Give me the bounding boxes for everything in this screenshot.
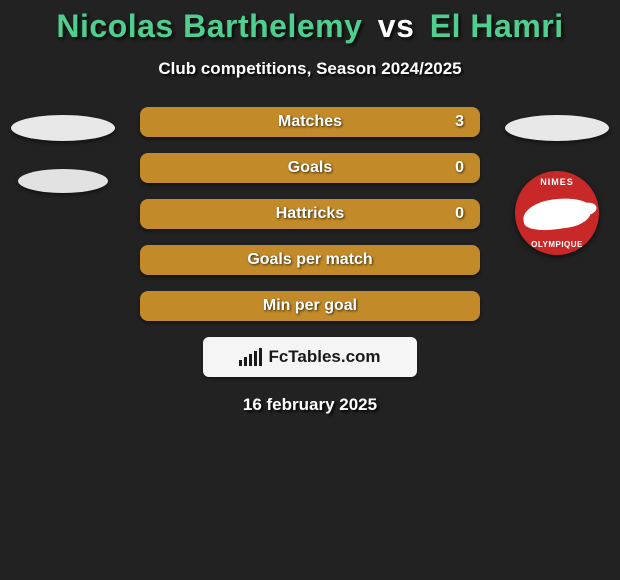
stat-label: Hattricks	[276, 205, 344, 223]
left-club-placeholder-1	[11, 115, 115, 141]
bar-chart-icon	[239, 348, 262, 366]
stat-label: Matches	[278, 113, 342, 131]
stat-value-right: 3	[455, 113, 464, 131]
club-badge-bottom-text: OLYMPIQUE	[515, 240, 599, 249]
vs-label: vs	[378, 8, 415, 44]
right-club-placeholder-1	[505, 115, 609, 141]
stat-row-goals-per-match: Goals per match	[140, 245, 480, 275]
stat-label: Goals	[288, 159, 332, 177]
left-emblems	[8, 115, 118, 221]
player2-name: El Hamri	[430, 8, 564, 44]
subtitle: Club competitions, Season 2024/2025	[0, 59, 620, 79]
stat-label: Min per goal	[263, 297, 357, 315]
crocodile-icon	[521, 194, 593, 233]
stat-value-right: 0	[455, 159, 464, 177]
club-badge-top-text: NIMES	[515, 177, 599, 187]
club-badge-nimes: NIMES OLYMPIQUE	[515, 171, 599, 255]
stat-row-min-per-goal: Min per goal	[140, 291, 480, 321]
stat-value-right: 0	[455, 205, 464, 223]
right-emblems: NIMES OLYMPIQUE	[502, 115, 612, 255]
content-area: NIMES OLYMPIQUE Matches 3 Goals 0 Hattri…	[0, 107, 620, 415]
stat-label: Goals per match	[247, 251, 372, 269]
footer-date: 16 february 2025	[0, 395, 620, 415]
brand-logo[interactable]: FcTables.com	[203, 337, 417, 377]
brand-text: FcTables.com	[268, 347, 380, 367]
left-club-placeholder-2	[18, 169, 108, 193]
stat-row-hattricks: Hattricks 0	[140, 199, 480, 229]
comparison-title: Nicolas Barthelemy vs El Hamri	[0, 0, 620, 45]
stat-row-goals: Goals 0	[140, 153, 480, 183]
stat-row-matches: Matches 3	[140, 107, 480, 137]
stat-rows: Matches 3 Goals 0 Hattricks 0 Goals per …	[140, 107, 480, 321]
player1-name: Nicolas Barthelemy	[56, 8, 362, 44]
